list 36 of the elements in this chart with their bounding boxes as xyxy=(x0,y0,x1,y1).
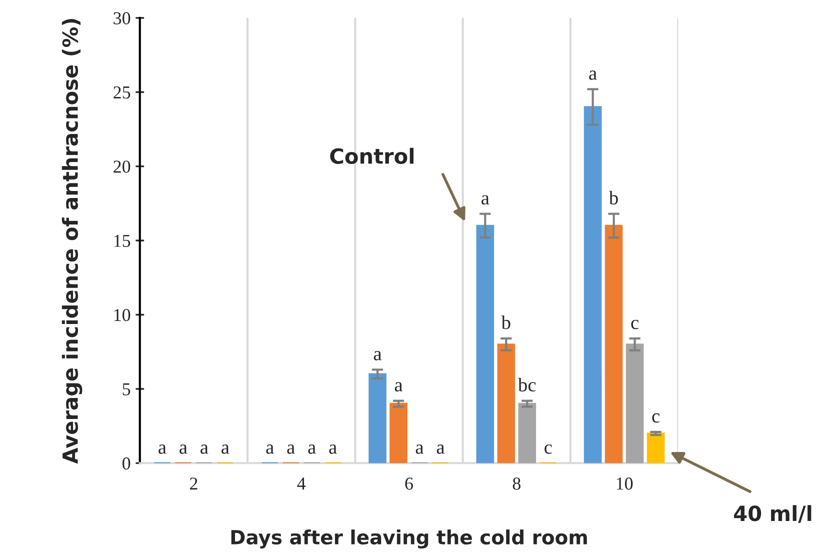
data-label: a xyxy=(308,444,316,454)
y-tick-label: 10 xyxy=(114,308,130,322)
y-tick-label: 0 xyxy=(122,457,130,470)
y-tick-label: 20 xyxy=(114,160,130,173)
data-label: a xyxy=(436,444,445,454)
x-tick-label: 8 xyxy=(512,478,520,490)
y-tick-label: 5 xyxy=(122,383,130,396)
data-label: a xyxy=(158,444,166,454)
data-label: a xyxy=(222,444,230,454)
data-label: b xyxy=(501,315,510,330)
data-label: a xyxy=(180,444,188,454)
x-tick-label: 4 xyxy=(297,478,306,490)
data-label: a xyxy=(416,444,424,454)
data-label: a xyxy=(374,351,382,360)
data-label: a xyxy=(200,444,208,454)
x-axis-title: Days after leaving the cold room xyxy=(231,529,587,548)
text: 40 ml/l xyxy=(734,505,812,523)
y-axis-title: Average incidence of anthracnose (%) xyxy=(62,19,82,464)
x-tick-label: 2 xyxy=(190,478,198,490)
x-tick-label: 10 xyxy=(616,478,633,490)
data-label: a xyxy=(287,444,295,454)
data-label: a xyxy=(589,70,597,80)
data-label: bc xyxy=(518,378,536,392)
data-label: a xyxy=(329,444,337,454)
data-label: a xyxy=(482,195,490,205)
y-tick-label: 25 xyxy=(114,86,130,99)
y-tick-label: 15 xyxy=(114,234,130,247)
annotation: Control xyxy=(330,148,414,164)
data-label: c xyxy=(544,444,552,454)
data-label: a xyxy=(394,382,403,392)
data-label: a xyxy=(266,444,274,454)
data-label: c xyxy=(652,413,660,423)
y-tick-label: 30 xyxy=(114,12,130,24)
data-label: b xyxy=(608,190,618,205)
x-tick-label: 6 xyxy=(405,478,413,490)
data-label: c xyxy=(631,320,639,330)
